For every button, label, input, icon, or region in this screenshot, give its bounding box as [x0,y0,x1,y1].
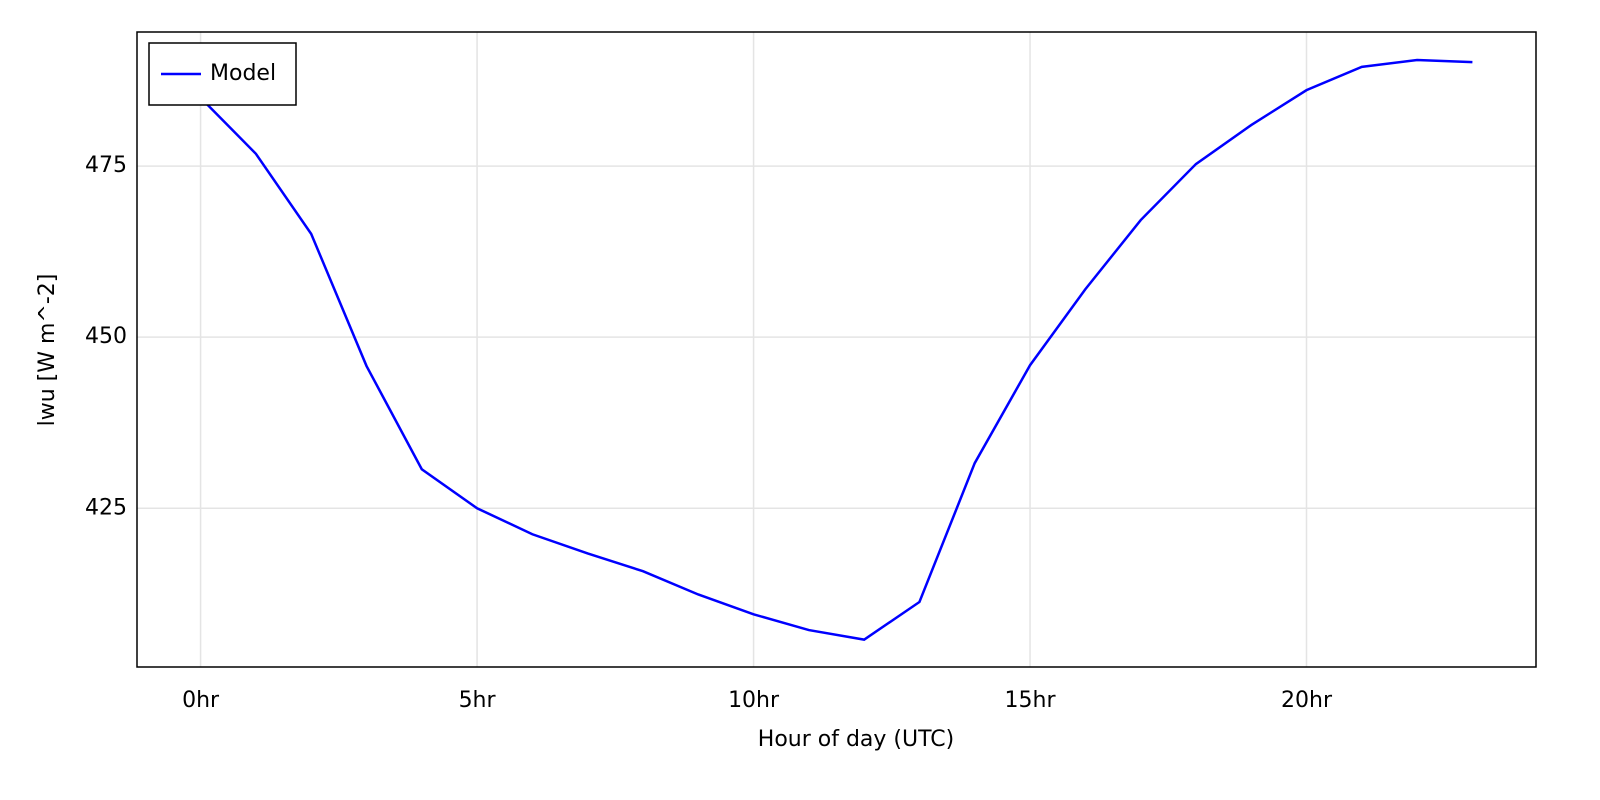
y-tick-label: 450 [85,324,127,349]
x-tick-label: 20hr [1281,688,1333,713]
x-tick-label: 0hr [182,688,220,713]
x-tick-label: 10hr [728,688,780,713]
legend-label: Model [210,61,276,86]
x-tick-label: 5hr [459,688,497,713]
x-tick-label: 15hr [1005,688,1057,713]
y-tick-label: 425 [85,495,127,520]
plot-frame [136,31,1537,668]
data-line [199,58,1473,641]
y-tick-label: 475 [85,153,127,178]
x-axis-label: Hour of day (UTC) [758,727,954,752]
y-axis-label: lwu [W m^-2] [35,274,60,427]
